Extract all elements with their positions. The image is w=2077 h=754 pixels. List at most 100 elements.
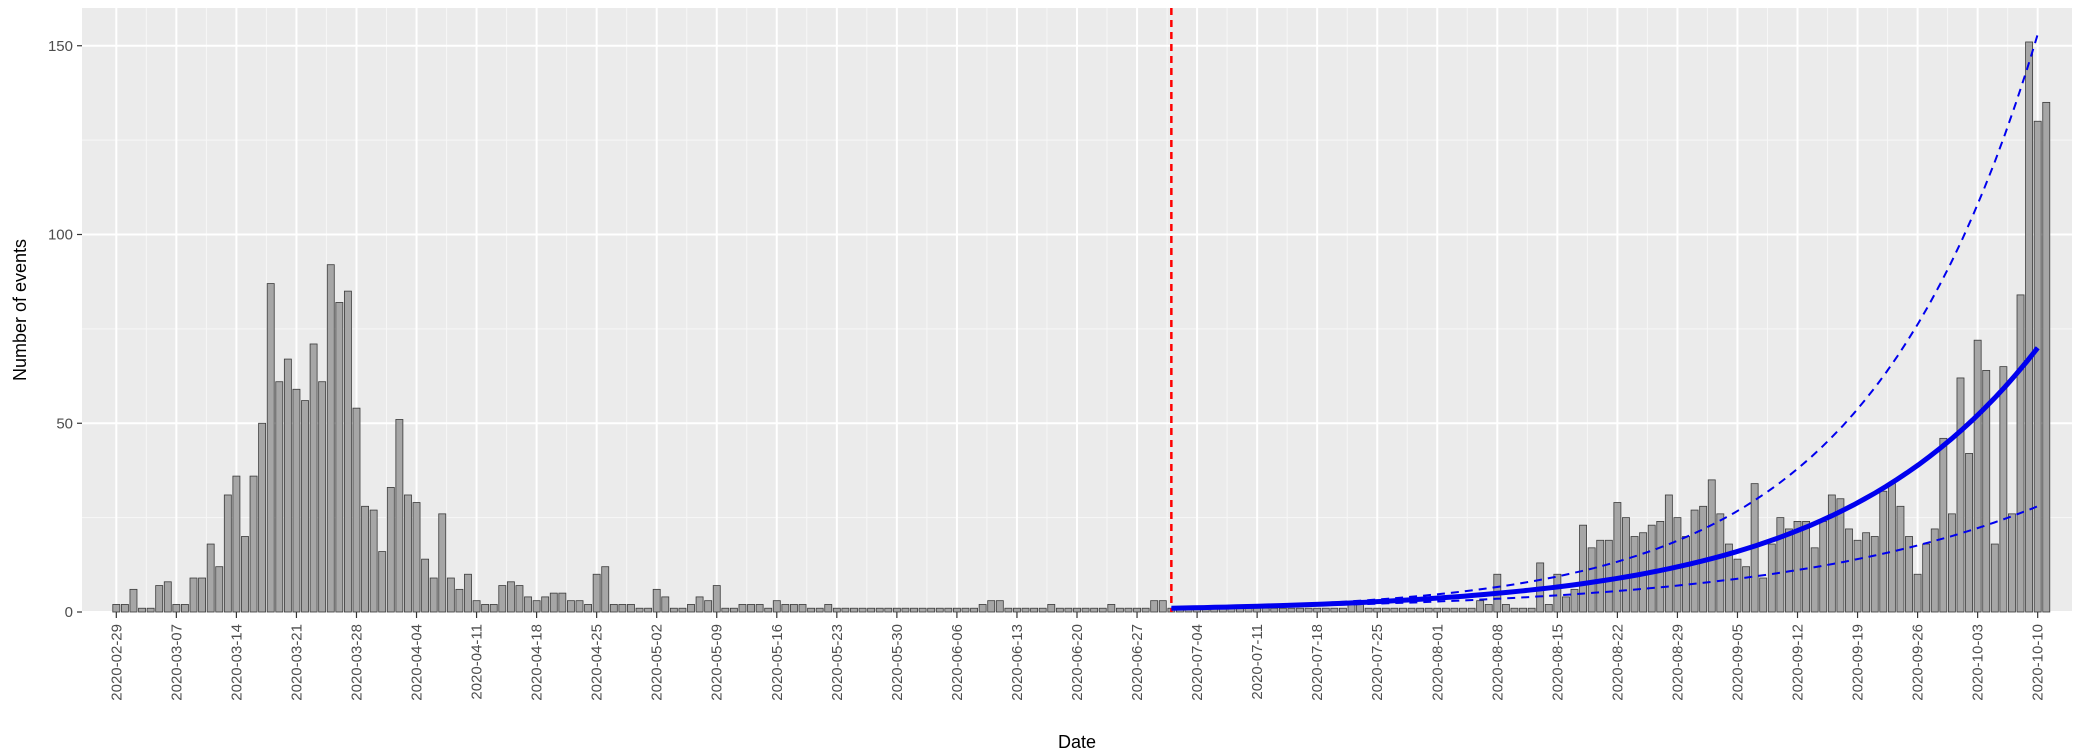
bar (858, 607, 867, 613)
bar (1090, 607, 1099, 613)
bar (755, 604, 764, 613)
x-tick-label: 2020-04-18 (529, 624, 546, 701)
bar (798, 604, 807, 613)
bar (1278, 607, 1287, 613)
bar (1862, 532, 1871, 613)
bar (1647, 524, 1656, 613)
bar (1150, 600, 1159, 613)
bar (378, 551, 387, 613)
bar (1870, 536, 1879, 613)
bar (258, 422, 267, 613)
x-axis-title: Date (1058, 732, 1096, 752)
x-tick-label: 2020-03-07 (168, 624, 185, 701)
bar (112, 604, 121, 613)
bar (687, 604, 695, 613)
bar (1930, 528, 1939, 613)
bar (918, 607, 927, 613)
bar (1733, 558, 1742, 613)
bar (1098, 607, 1107, 613)
bar (498, 585, 507, 613)
bar (275, 381, 284, 613)
x-tick-label: 2020-07-04 (1189, 624, 1206, 701)
bar (1064, 607, 1073, 613)
x-tick-label: 2020-07-25 (1369, 624, 1386, 701)
bar (1004, 607, 1013, 613)
bar (1450, 607, 1459, 613)
bar (1467, 607, 1476, 613)
bar (2016, 294, 2025, 613)
bar (2042, 101, 2051, 613)
bar (1356, 604, 1364, 613)
bar (1905, 536, 1913, 613)
bar (927, 607, 936, 613)
bar (678, 607, 687, 613)
bar (232, 475, 241, 613)
bar (1364, 607, 1373, 613)
bar (1947, 513, 1956, 613)
bar (1922, 543, 1931, 613)
bar (1296, 607, 1304, 613)
bar (1030, 607, 1039, 613)
bar (1304, 607, 1313, 613)
bar (1836, 498, 1845, 613)
x-tick-label: 2020-04-25 (589, 624, 606, 701)
x-tick-label: 2020-07-11 (1249, 624, 1266, 700)
bar (1990, 543, 1999, 613)
bar (807, 607, 816, 613)
bar (335, 302, 344, 613)
bar (1664, 494, 1673, 613)
bar (1527, 607, 1536, 613)
bar (695, 596, 704, 613)
bar (198, 577, 207, 613)
bar (1021, 607, 1030, 613)
bar (1982, 369, 1991, 613)
bar (558, 592, 567, 613)
bar (549, 592, 558, 613)
bar (1399, 607, 1407, 613)
bar (1742, 566, 1750, 613)
y-tick-label: 50 (56, 415, 73, 432)
bar (301, 400, 309, 613)
bar (1716, 513, 1725, 613)
bar (1965, 453, 1973, 613)
bar (412, 502, 421, 613)
x-tick-label: 2020-03-28 (349, 624, 366, 701)
bar (824, 604, 833, 613)
bar (206, 543, 215, 613)
bar (1656, 521, 1665, 613)
bar (867, 607, 876, 613)
bar (146, 607, 155, 613)
bar (1073, 607, 1081, 613)
bar (1724, 543, 1733, 613)
x-tick-label: 2020-07-18 (1309, 624, 1326, 701)
bar (343, 290, 352, 613)
bar (567, 600, 575, 613)
bar (506, 581, 515, 613)
bar (129, 588, 138, 613)
bar (1613, 502, 1622, 613)
bar (987, 600, 996, 613)
bar (472, 600, 481, 613)
bar (2008, 513, 2016, 613)
y-tick-label: 100 (48, 227, 73, 244)
bar (1896, 505, 1905, 613)
bar (1853, 539, 1862, 613)
bar (995, 600, 1004, 613)
bar (1287, 607, 1296, 613)
bar (446, 577, 455, 613)
bar (1484, 604, 1493, 613)
bar (1158, 600, 1167, 613)
bar (961, 607, 970, 613)
x-tick-label: 2020-08-01 (1429, 624, 1446, 701)
x-tick-label: 2020-05-02 (649, 624, 666, 701)
bar (901, 607, 910, 613)
y-tick-label: 0 (65, 604, 73, 621)
bar (952, 607, 961, 613)
bar (283, 358, 292, 613)
bar (1579, 524, 1587, 613)
bar (627, 604, 635, 613)
bar (138, 607, 146, 613)
x-tick-label: 2020-10-03 (1970, 624, 1987, 701)
bar (1879, 490, 1888, 613)
x-tick-label: 2020-09-05 (1730, 624, 1747, 701)
